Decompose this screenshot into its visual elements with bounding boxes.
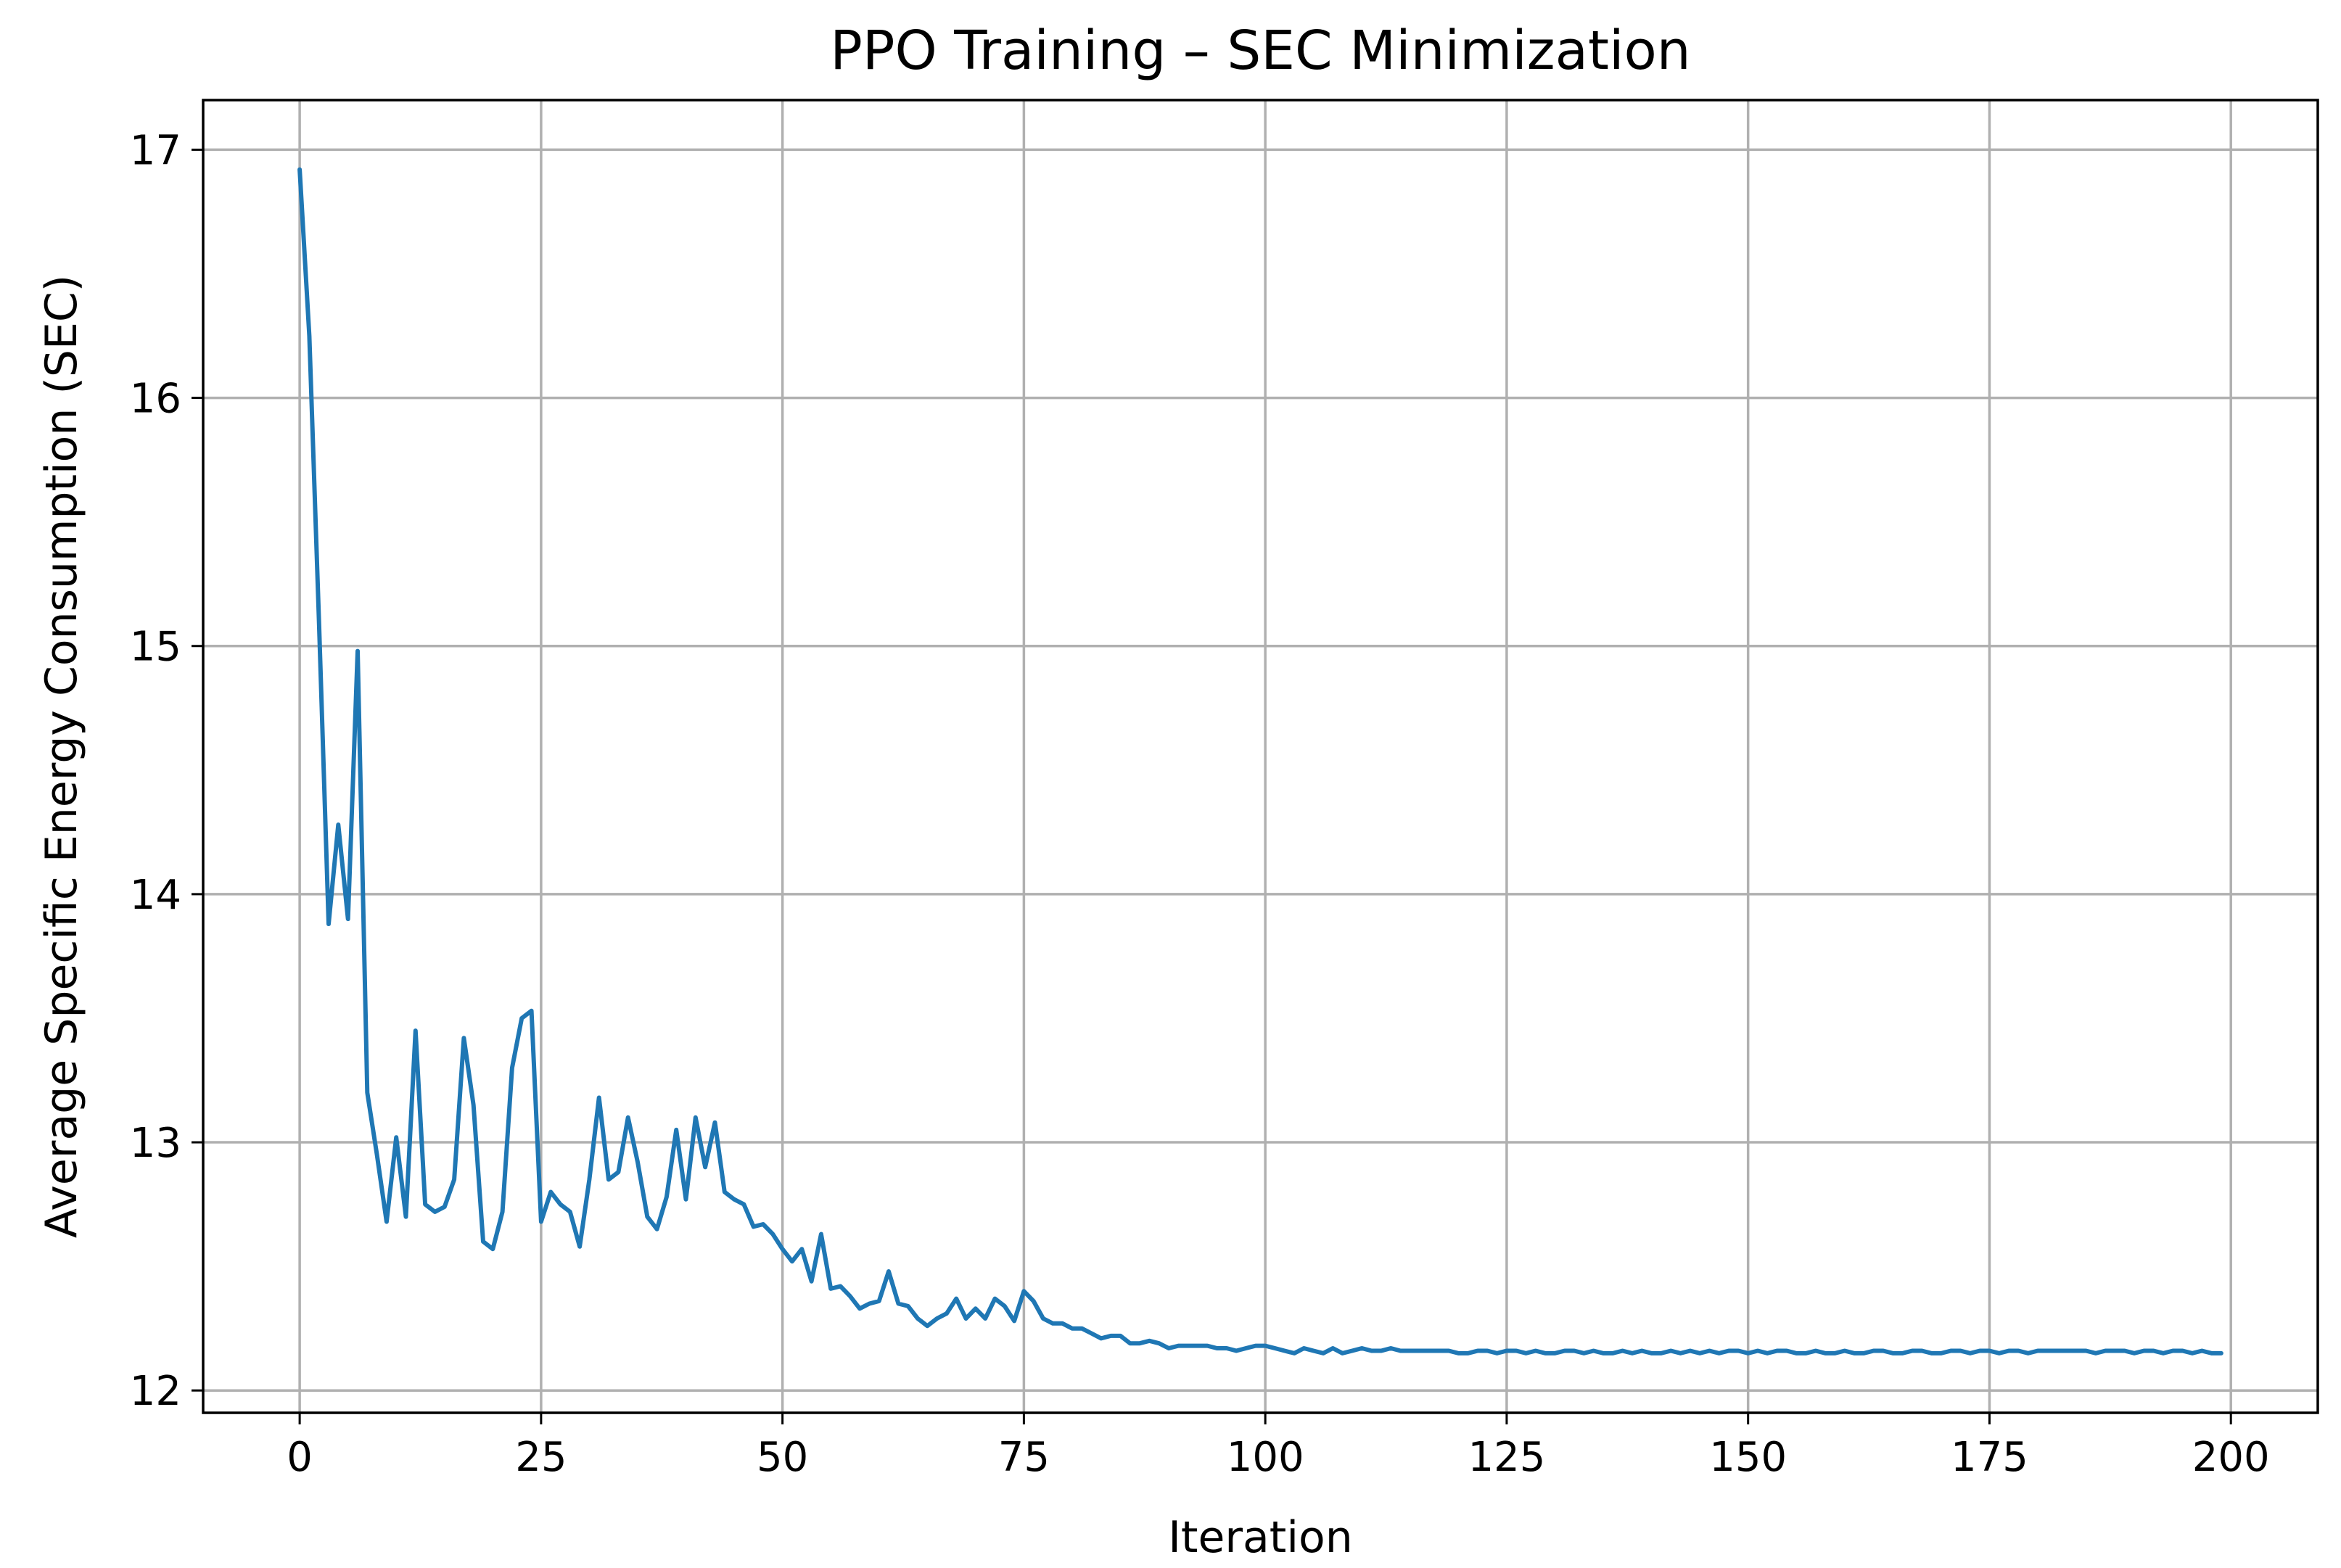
series-line-average-sec: [297, 167, 2223, 1356]
x-tick-label: 125: [1468, 1434, 1545, 1481]
x-axis-label: Iteration: [1168, 1512, 1353, 1563]
x-tick-label: 200: [2192, 1434, 2270, 1481]
series-layer: [297, 167, 2223, 1356]
x-tick-label: 100: [1227, 1434, 1304, 1481]
plot-frame: [202, 99, 2319, 1414]
y-axis-label: Average Specific Energy Consumption (SEC…: [36, 275, 87, 1238]
x-tick-label: 0: [287, 1434, 313, 1481]
y-tick-label: 12: [130, 1368, 181, 1415]
x-tick-label: 150: [1709, 1434, 1787, 1481]
x-tick-label: 75: [998, 1434, 1050, 1481]
y-tick-label: 16: [130, 376, 181, 423]
x-tick-label: 50: [757, 1434, 808, 1481]
chart-title: PPO Training – SEC Minimization: [830, 20, 1690, 82]
y-tick-label: 17: [130, 127, 181, 174]
x-tick-label: 175: [1951, 1434, 2028, 1481]
ticks: 0 25 50 75 100 125 150 175 200 12 13 14 15 16 17: [130, 127, 2270, 1481]
y-tick-label: 13: [130, 1120, 181, 1167]
grid: [203, 100, 2318, 1413]
x-tick-label: 25: [515, 1434, 567, 1481]
y-tick-label: 14: [130, 872, 181, 919]
y-tick-label: 15: [130, 624, 181, 671]
